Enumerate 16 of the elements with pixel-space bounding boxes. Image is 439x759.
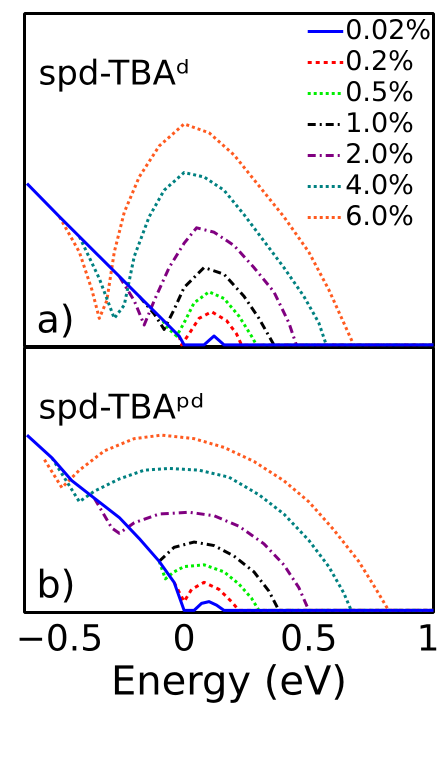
x-tick-label: 0.5 bbox=[280, 618, 338, 660]
x-tick-label: −0.5 bbox=[16, 618, 104, 660]
annotation: b) bbox=[36, 562, 76, 606]
x-tick-label: 0 bbox=[172, 618, 196, 660]
legend-label: 0.5% bbox=[345, 77, 414, 108]
legend-label: 0.2% bbox=[345, 46, 414, 77]
x-axis-title: Energy (eV) bbox=[111, 658, 347, 704]
x-tick-label: 1 bbox=[416, 618, 439, 660]
legend-label: 4.0% bbox=[345, 170, 414, 201]
legend-label: 0.02% bbox=[345, 15, 431, 46]
legend-label: 1.0% bbox=[345, 108, 414, 139]
text: spd-TBAᵈ bbox=[38, 54, 190, 94]
legend-label: 2.0% bbox=[345, 139, 414, 170]
text: spd-TBAᵖᵈ bbox=[38, 388, 204, 428]
annotation: a) bbox=[36, 298, 75, 342]
legend-label: 6.0% bbox=[345, 201, 414, 232]
